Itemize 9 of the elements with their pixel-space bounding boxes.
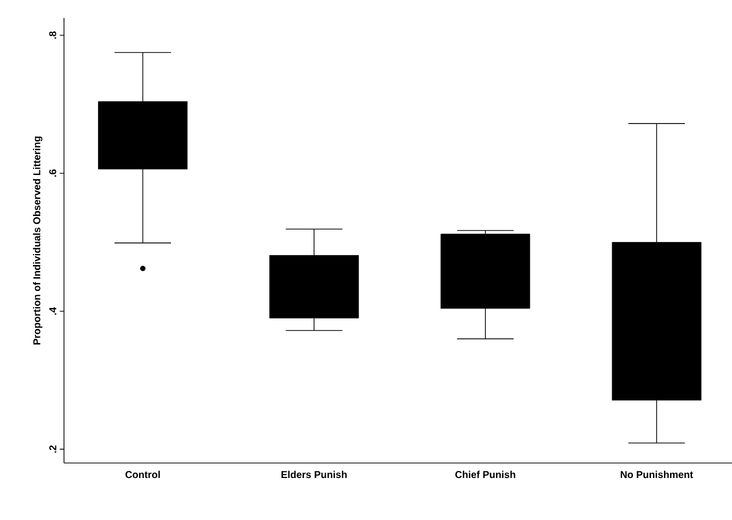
x-tick-label: Chief Punish (455, 470, 516, 478)
x-tick-label: Elders Punish (282, 470, 347, 478)
y-tick-label: .8 (49, 31, 56, 39)
x-tick-label: Control (125, 470, 160, 478)
x-tick-label: No Punishment (620, 470, 694, 478)
y-tick-label: .6 (49, 169, 56, 177)
y-axis-title: Proportion of Individuals Observed Littering (33, 136, 42, 344)
y-tick-label: .2 (49, 445, 56, 453)
y-tick-label: .4 (49, 307, 56, 315)
